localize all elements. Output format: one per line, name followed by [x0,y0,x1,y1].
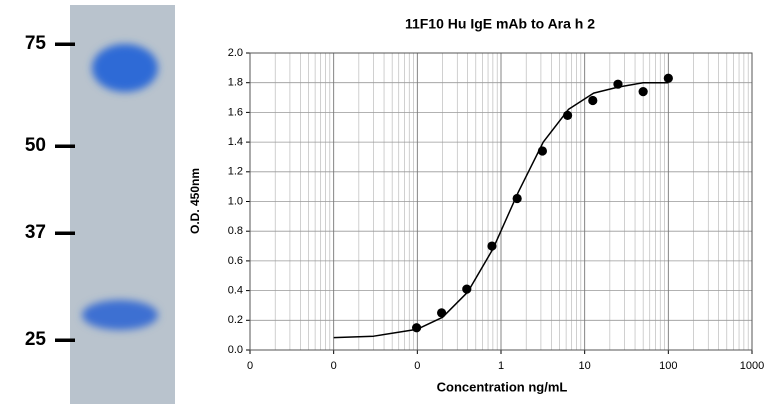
y-tick-label: 0.8 [228,225,243,237]
y-tick-label: 1.6 [228,106,243,118]
y-tick-label: 1.8 [228,77,243,89]
x-tick-label: 1 [498,360,504,372]
data-point [639,87,648,96]
y-tick-label: 1.2 [228,166,243,178]
data-point [664,74,673,83]
x-tick-label: 0 [414,360,420,372]
marker-tick [55,232,75,236]
data-point [437,308,446,317]
marker-label: 75 [25,33,47,54]
chart-title: 11F10 Hu IgE mAb to Ara h 2 [405,16,595,32]
marker-tick [55,145,75,149]
page: 11F10 Hu IgE mAb to Ara h 2 Concentratio… [0,0,778,404]
x-tick-label: 100 [659,360,677,372]
marker-label: 25 [25,329,47,350]
data-point [588,96,597,105]
marker-tick [55,339,75,343]
x-axis-label: Concentration ng/mL [437,379,568,394]
y-tick-label: 0.2 [228,314,243,326]
y-tick-label: 0.0 [228,344,243,356]
y-tick-label: 1.4 [228,136,243,148]
gel-band [82,300,158,330]
figure: 11F10 Hu IgE mAb to Ara h 2 Concentratio… [0,0,778,404]
marker-tick [55,43,75,47]
x-tick-label: 10 [579,360,591,372]
x-tick-label: 1000 [740,360,764,372]
y-tick-label: 0.6 [228,255,243,267]
y-tick-label: 1.0 [228,195,243,207]
y-tick-label: 0.4 [228,285,243,297]
gel-band [92,44,158,92]
x-tick-label: 0 [247,360,253,372]
x-tick-label: 0 [331,360,337,372]
marker-label: 37 [25,222,46,243]
y-axis-label: O.D. 450nm [188,168,202,234]
y-tick-label: 2.0 [228,47,243,59]
marker-label: 50 [25,135,46,156]
